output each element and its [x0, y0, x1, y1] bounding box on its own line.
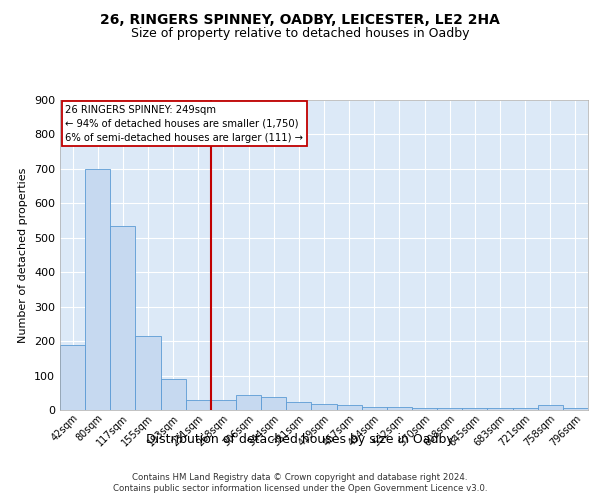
- Bar: [261, 397, 286, 410]
- Bar: [563, 408, 588, 410]
- Bar: [110, 226, 136, 410]
- Bar: [136, 336, 161, 410]
- Bar: [186, 400, 211, 410]
- Text: Distribution of detached houses by size in Oadby: Distribution of detached houses by size …: [146, 432, 454, 446]
- Text: 26 RINGERS SPINNEY: 249sqm
← 94% of detached houses are smaller (1,750)
6% of se: 26 RINGERS SPINNEY: 249sqm ← 94% of deta…: [65, 104, 303, 142]
- Bar: [337, 405, 362, 410]
- Bar: [60, 344, 85, 410]
- Y-axis label: Number of detached properties: Number of detached properties: [19, 168, 28, 342]
- Bar: [211, 400, 236, 410]
- Bar: [512, 408, 538, 410]
- Bar: [311, 404, 337, 410]
- Bar: [462, 408, 487, 410]
- Bar: [437, 408, 462, 410]
- Bar: [236, 394, 261, 410]
- Bar: [412, 408, 437, 410]
- Bar: [487, 408, 512, 410]
- Bar: [286, 402, 311, 410]
- Bar: [161, 379, 186, 410]
- Bar: [85, 169, 110, 410]
- Bar: [387, 406, 412, 410]
- Text: 26, RINGERS SPINNEY, OADBY, LEICESTER, LE2 2HA: 26, RINGERS SPINNEY, OADBY, LEICESTER, L…: [100, 12, 500, 26]
- Bar: [538, 405, 563, 410]
- Text: Size of property relative to detached houses in Oadby: Size of property relative to detached ho…: [131, 28, 469, 40]
- Bar: [362, 406, 387, 410]
- Text: Contains HM Land Registry data © Crown copyright and database right 2024.: Contains HM Land Registry data © Crown c…: [132, 472, 468, 482]
- Text: Contains public sector information licensed under the Open Government Licence v3: Contains public sector information licen…: [113, 484, 487, 493]
